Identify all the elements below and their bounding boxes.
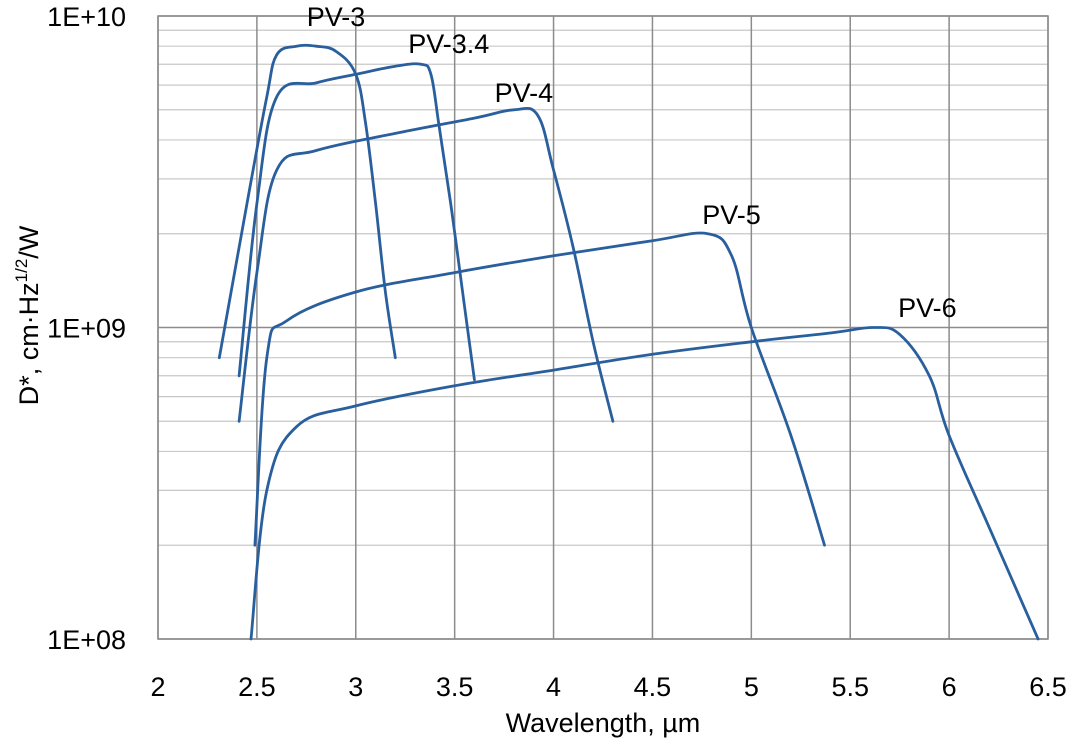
x-tick-label: 3.5: [436, 672, 474, 702]
y-axis-title: D*, cm·Hz1/2/W: [12, 225, 44, 405]
series-label-pv-5: PV-5: [702, 200, 761, 230]
series-label-pv-3: PV-3: [307, 2, 366, 32]
y-tick-label: 1E+09: [47, 314, 126, 344]
y-tick-label: 1E+08: [47, 625, 126, 655]
series-line-pv-4: [237, 106, 615, 423]
minor-gridlines: [158, 29, 1048, 546]
y-axis-title-superscript: 1/2: [12, 259, 31, 283]
plot-frame: [157, 15, 1049, 640]
y-axis-title-suffix: /W: [14, 225, 44, 259]
x-tick-label: 5.5: [831, 672, 869, 702]
x-tick-label: 5: [744, 672, 759, 702]
series-line-pv-3-4: [237, 62, 476, 382]
x-tick-label: 6.5: [1029, 672, 1067, 702]
x-tick-label: 4.5: [634, 672, 672, 702]
series-line-pv-5: [253, 231, 826, 547]
series-line-pv-3: [217, 43, 397, 360]
series-labels: PV-3 PV-3.4PV-4 PV-5 PV-6: [307, 2, 957, 323]
y-tick-label: 1E+10: [47, 2, 126, 32]
x-tick-label: 2.5: [238, 672, 276, 702]
series-layer: [217, 43, 1040, 641]
x-tick-label: 6: [942, 672, 957, 702]
series-label-pv-3-4: PV-3.4: [408, 29, 489, 59]
x-tick-labels: 2 2.5 3 3.5 4 4.5 5 5.5 6 6.5: [150, 672, 1066, 702]
x-tick-label: 4: [546, 672, 561, 702]
x-axis-title: Wavelength, µm: [506, 708, 701, 738]
series-label-pv-6: PV-6: [898, 293, 957, 323]
y-tick-labels: 1E+08 1E+09 1E+10: [47, 2, 126, 655]
x-tick-label: 2: [150, 672, 165, 702]
x-tick-label: 3: [348, 672, 363, 702]
series-line-pv-6: [249, 326, 1040, 641]
y-axis-title-prefix: D*, cm·Hz: [14, 282, 44, 405]
series-label-pv-4: PV-4: [495, 78, 554, 108]
